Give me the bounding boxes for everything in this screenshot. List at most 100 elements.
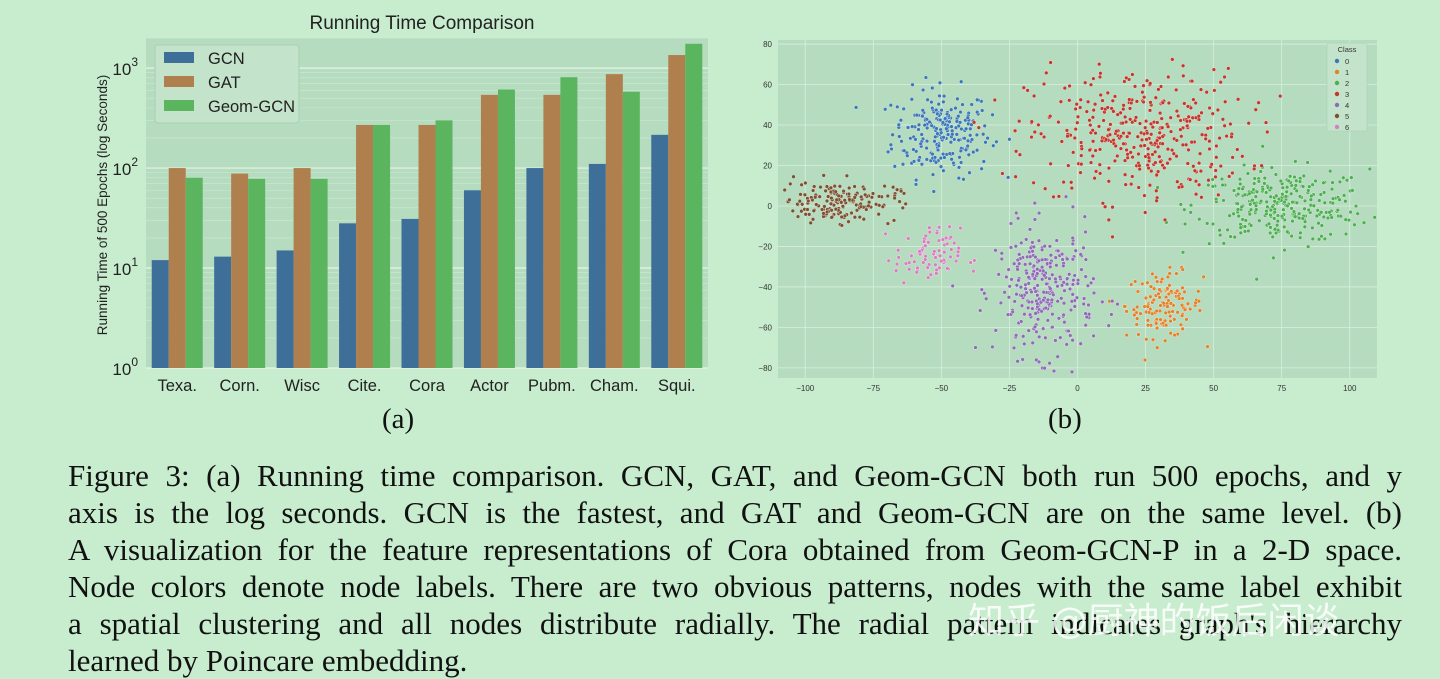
scatter-point [1185,123,1190,129]
scatter-point [1225,227,1230,232]
scatter-point [1065,134,1070,139]
bar-gcn [151,260,169,368]
scatter-point [1148,284,1154,289]
scatter-point [839,214,844,220]
scatter-point [849,210,854,216]
scatter-point [1239,204,1244,209]
scatter-point [1325,215,1330,221]
scatter-point [1125,152,1130,157]
scatter-point [1148,100,1153,105]
scatter-point [941,135,946,140]
scatter-point [877,194,882,199]
scatter-point [846,191,851,197]
scatter-point [1158,84,1164,89]
scatter-point [900,162,906,167]
scatter-point [1048,286,1053,291]
scatter-point [1221,241,1226,246]
scatter-point [1185,161,1190,166]
scatter-point [1067,272,1072,277]
legend-marker [1334,69,1340,75]
scatter-point [1269,165,1274,170]
scatter-point [1257,218,1262,223]
scatter-point [1338,214,1343,219]
scatter-point [1154,321,1159,326]
scatter-point [1329,187,1335,192]
scatter-point [1155,138,1160,143]
scatter-point [1297,194,1303,199]
scatter-point [1014,283,1019,288]
scatter-point [942,250,947,255]
scatter-point [1131,307,1136,312]
scatter-point [866,203,871,208]
scatter-point [1147,108,1153,113]
scatter-point [895,104,900,109]
bar-geom-gcn [560,77,578,368]
scatter-point [1107,132,1112,137]
scatter-point [1075,114,1081,119]
scatter-point [1220,117,1225,122]
scatter-point [1008,245,1014,250]
scatter-point [1264,209,1269,214]
scatter-series-class-5 [782,173,908,228]
scatter-point [806,198,811,204]
scatter-point [1162,165,1167,170]
scatter-point [847,197,852,202]
scatter-point [1145,78,1150,83]
scatter-point [937,93,942,98]
scatter-point [1041,298,1046,303]
scatter-point [813,195,818,200]
scatter-point [1110,234,1115,239]
scatter-point [1349,175,1354,180]
scatter-point [1186,147,1191,152]
scatter-point [1288,174,1293,179]
scatter-point [788,181,793,186]
scatter-point [1131,145,1137,150]
scatter-point [921,260,926,265]
scatter-point [1016,278,1021,283]
scatter-point [1045,318,1050,323]
scatter-point [959,126,964,132]
scatter-point [1330,180,1335,185]
scatter-point [1041,268,1046,273]
scatter-point [1160,141,1165,146]
legend-swatch [164,52,194,63]
scatter-point [975,110,980,115]
scatter-point [1199,195,1204,200]
scatter-point [1006,175,1011,180]
figure-caption: Figure 3: (a) Running time comparison. G… [68,457,1402,679]
scatter-point [1006,295,1011,300]
scatter-point [1274,193,1279,198]
scatter-point [1030,340,1035,345]
scatter-point [917,249,922,254]
bar-gat [168,168,186,368]
scatter-point [869,195,874,200]
scatter-point [955,96,960,101]
scatter-point [1115,302,1120,307]
scatter-point [1290,200,1295,205]
x-tick-label: Cite. [348,377,382,395]
scatter-point [1061,180,1066,185]
scatter-point [836,193,841,198]
scatter-point [1143,295,1148,301]
legend-label: 0 [1345,57,1349,66]
scatter-point [1290,219,1295,224]
scatter-point [817,194,822,199]
scatter-point [978,308,983,313]
scatter-point [1186,114,1191,119]
scatter-point [1118,146,1123,151]
scatter-point [1196,299,1201,304]
scatter-point [936,238,941,243]
scatter-point [934,107,939,113]
scatter-point [930,152,935,157]
scatter-point [1048,161,1053,166]
scatter-point [1289,206,1294,211]
scatter-point [1242,224,1248,229]
scatter-point [1099,138,1105,143]
scatter-point [1178,202,1183,207]
scatter-point [913,137,918,142]
scatter-point [921,87,926,93]
scatter-point [861,217,866,222]
scatter-point [811,188,816,193]
scatter-point [1160,125,1165,130]
scatter-point [1196,114,1201,119]
